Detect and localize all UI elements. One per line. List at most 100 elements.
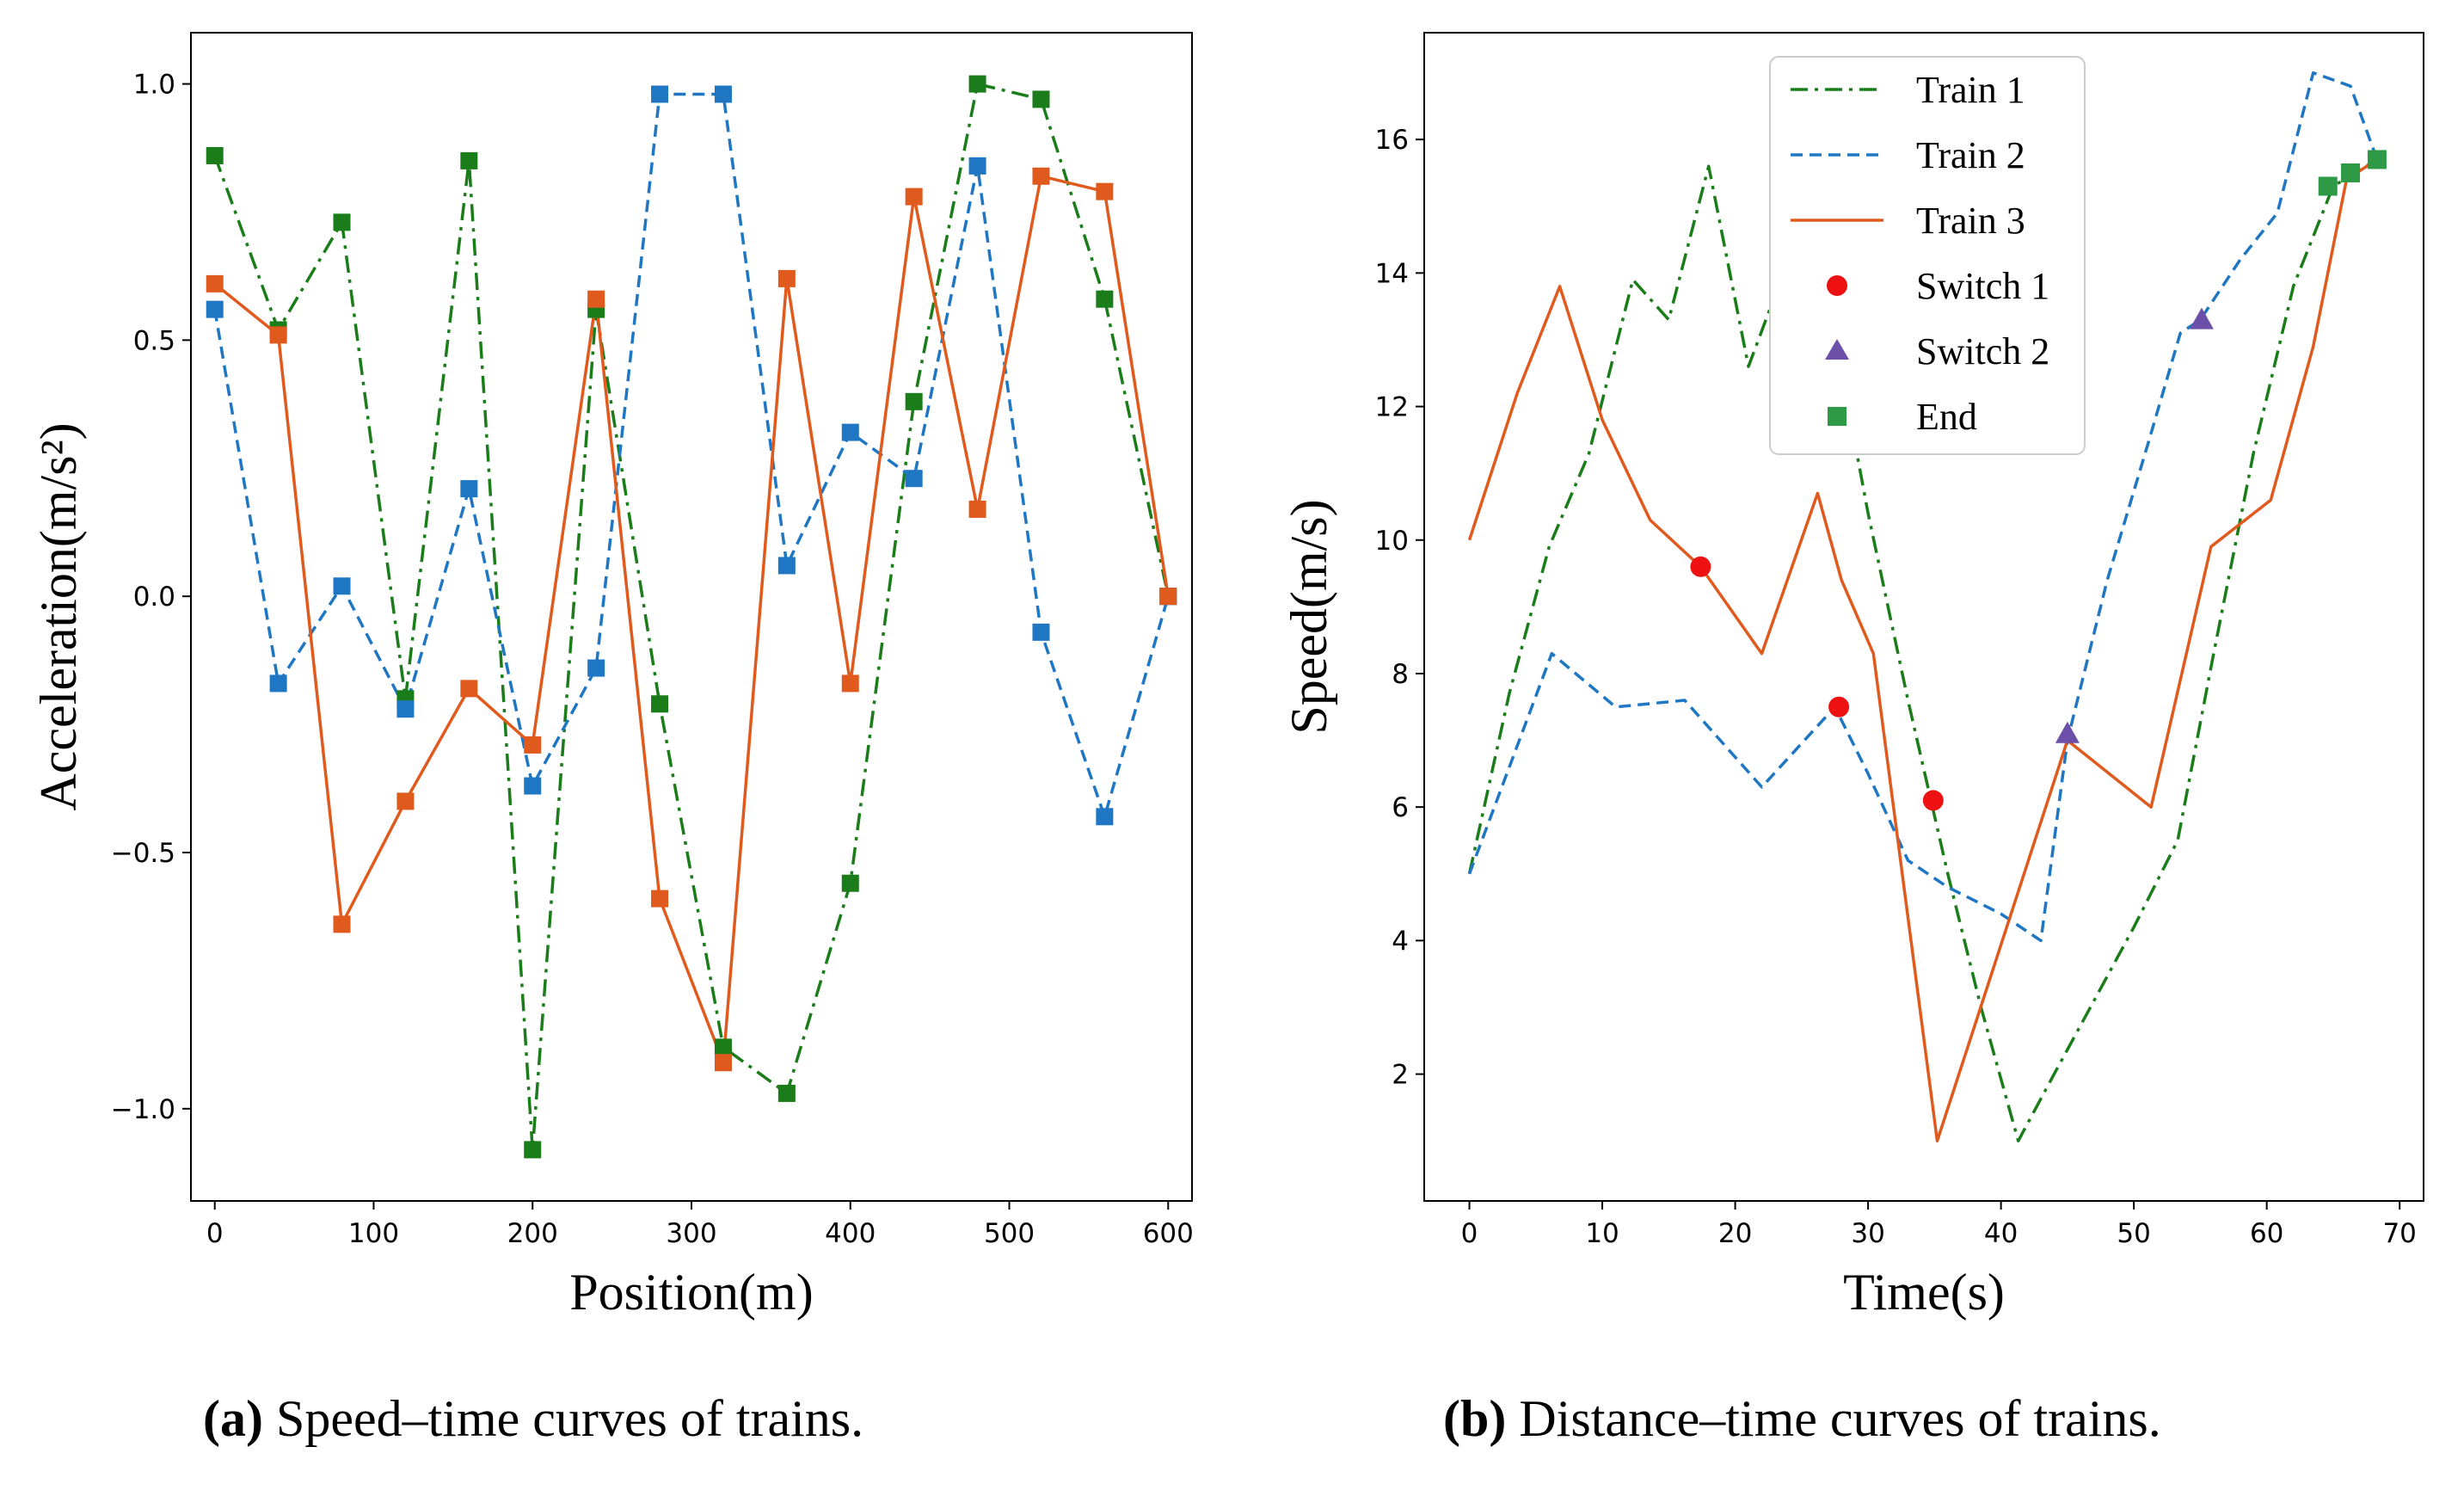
point-train3 [1032, 167, 1050, 185]
x-tick-label: 40 [1984, 1218, 2018, 1249]
point-train1 [777, 1084, 796, 1102]
legend-label-train1: Train 1 [1916, 69, 2025, 111]
point-train1 [1096, 290, 1114, 308]
y-tick-label: 8 [1392, 659, 1409, 690]
legend-label-train2: Train 2 [1916, 134, 2025, 176]
point-train3 [206, 274, 224, 292]
caption-b-label: (b) [1443, 1390, 1507, 1447]
point-train2 [269, 674, 287, 693]
point-train1 [714, 1038, 732, 1056]
x-tick-label: 300 [666, 1218, 716, 1249]
chart-a-frame [190, 32, 1193, 1202]
point-train3 [841, 674, 859, 693]
x-tick-label: 70 [2382, 1218, 2416, 1249]
chart-b: 0 10 20 30 40 50 60 70 2 4 6 8 10 12 14 16 Time(s) Spee… [1281, 32, 2424, 1321]
x-tick-label: 600 [1143, 1218, 1194, 1249]
caption-a: (a) Speed–time curves of trains. [203, 1389, 863, 1449]
point-train3 [777, 269, 796, 287]
y-tick-label: 4 [1392, 926, 1409, 957]
point-train1 [206, 146, 224, 164]
point-train3 [269, 326, 287, 344]
caption-a-text: Speed–time curves of trains. [275, 1390, 864, 1447]
caption-b: (b) Distance–time curves of trains. [1443, 1389, 2161, 1449]
series-line-train2 [1467, 71, 2379, 943]
x-tick-label: 0 [206, 1218, 224, 1249]
chart-a-xlabel: Position(m) [569, 1264, 813, 1321]
point-train2 [1096, 808, 1114, 826]
y-tick-label: 0.0 [133, 582, 175, 613]
x-tick-label: 100 [348, 1218, 399, 1249]
point-train2 [524, 777, 542, 795]
chart-b-legend: Train 1 Train 2 Train 3 Switch 1 Switch … [1769, 56, 2086, 455]
y-tick-label: 14 [1375, 258, 1409, 289]
legend-swatch-end [1828, 407, 1846, 426]
y-tick-label: −1.0 [111, 1094, 175, 1125]
legend-swatch-switch2 [1825, 339, 1849, 360]
point-train1 [841, 874, 859, 892]
chart-a-ticks: 0 100 200 300 400 500 600 −1.0 −0.5 0.0 0.5 1.0 [111, 70, 1194, 1249]
y-tick-label: 1.0 [133, 70, 175, 101]
point-train3 [587, 290, 605, 308]
x-tick-label: 20 [1718, 1218, 1752, 1249]
chart-a-plot-area [206, 75, 1177, 1159]
point-train3 [1096, 182, 1114, 200]
caption-a-label: (a) [203, 1390, 263, 1447]
point-train2 [587, 659, 605, 677]
point-train1 [333, 213, 351, 231]
y-tick-label: 12 [1375, 392, 1409, 423]
marker-switch2 [2189, 307, 2214, 329]
series-line-train3 [213, 175, 1171, 1064]
y-tick-label: 2 [1392, 1060, 1409, 1091]
marker-switch2 [2055, 721, 2080, 743]
x-tick-label: 10 [1585, 1218, 1619, 1249]
marker-switch1 [1690, 556, 1711, 577]
point-train2 [905, 470, 923, 488]
marker-end [2318, 176, 2338, 196]
point-train3 [333, 915, 351, 933]
x-tick-label: 30 [1851, 1218, 1884, 1249]
x-tick-label: 50 [2117, 1218, 2150, 1249]
legend-box [1769, 56, 2086, 455]
point-train2 [1032, 623, 1050, 641]
point-train3 [651, 890, 669, 908]
chart-b-ticks: 0 10 20 30 40 50 60 70 2 4 6 8 10 12 14 16 [1375, 125, 2417, 1249]
chart-b-xlabel: Time(s) [1843, 1264, 2005, 1321]
point-train1 [524, 1141, 542, 1159]
x-tick-label: 500 [984, 1218, 1035, 1249]
point-train2 [651, 85, 669, 103]
point-train2 [841, 423, 859, 441]
point-train1 [905, 392, 923, 410]
chart-a: 0 100 200 300 400 500 600 −1.0 −0.5 0.0 0.5 1.0 Pos… [30, 32, 1194, 1321]
marker-end [2341, 163, 2361, 182]
point-train3 [396, 792, 415, 810]
point-train1 [1032, 90, 1050, 108]
caption-b-text: Distance–time curves of trains. [1519, 1390, 2161, 1447]
point-train3 [1159, 588, 1177, 606]
point-train3 [714, 1054, 732, 1072]
point-train2 [968, 157, 986, 175]
series-line-train1 [1467, 157, 2378, 1142]
series-line-train2 [212, 92, 1170, 819]
series-line-train1 [213, 82, 1171, 1152]
point-train3 [460, 680, 478, 698]
marker-switch1 [1922, 790, 1944, 811]
x-tick-label: 60 [2250, 1218, 2283, 1249]
chart-b-frame [1423, 32, 2424, 1202]
point-train2 [396, 700, 415, 718]
legend-swatch-switch1 [1827, 275, 1847, 296]
marker-switch1 [1828, 696, 1850, 717]
x-tick-label: 0 [1461, 1218, 1478, 1249]
point-train1 [460, 151, 478, 169]
legend-label-train3: Train 3 [1916, 200, 2025, 242]
point-train1 [651, 695, 669, 713]
point-train2 [206, 300, 224, 318]
point-train3 [968, 500, 986, 518]
chart-b-plot-area [1467, 71, 2387, 1142]
chart-a-ylabel: Acceleration(m/s²) [30, 422, 87, 810]
chart-b-ylabel: Speed(m/s) [1281, 499, 1337, 734]
y-tick-label: 0.5 [133, 325, 175, 356]
legend-label-switch2: Switch 2 [1916, 330, 2049, 372]
legend-label-end: End [1916, 396, 1977, 438]
y-tick-label: 6 [1392, 792, 1409, 823]
y-tick-label: 16 [1375, 125, 1409, 156]
